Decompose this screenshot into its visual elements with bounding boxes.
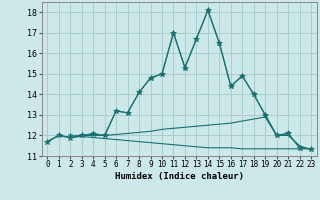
X-axis label: Humidex (Indice chaleur): Humidex (Indice chaleur) xyxy=(115,172,244,181)
